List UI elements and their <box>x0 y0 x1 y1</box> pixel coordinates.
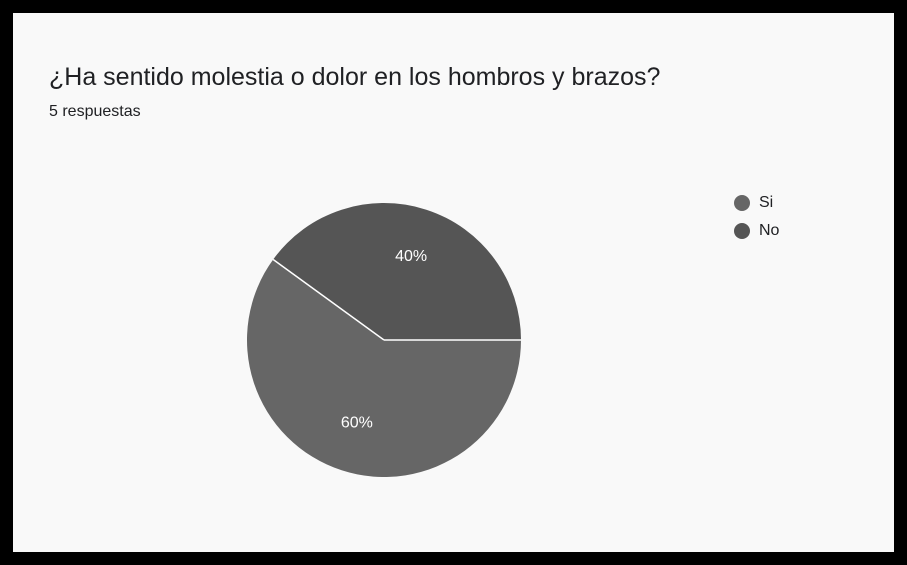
pie-slices <box>247 203 521 477</box>
slice-label-si: 60% <box>341 415 373 432</box>
legend-label: Si <box>759 194 774 211</box>
slice-label-no: 40% <box>395 248 427 265</box>
pie-slice-no[interactable] <box>273 203 521 340</box>
legend-item-si[interactable]: Si <box>734 189 779 217</box>
chart-title: ¿Ha sentido molestia o dolor en los homb… <box>49 63 661 91</box>
pie-slice-si[interactable] <box>247 259 521 477</box>
pie-dividers <box>272 258 521 341</box>
legend-swatch-icon <box>734 223 750 239</box>
pie-labels: 60% 40% <box>341 248 427 432</box>
response-count: 5 respuestas <box>49 103 141 120</box>
chart-card: ¿Ha sentido molestia o dolor en los homb… <box>13 13 894 552</box>
slice-divider <box>272 258 385 341</box>
legend-label: No <box>759 222 780 239</box>
chart-legend: Si No <box>734 189 779 245</box>
legend-swatch-icon <box>734 195 750 211</box>
pie-chart: 60% 40% <box>247 203 521 477</box>
legend-item-no[interactable]: No <box>734 217 779 245</box>
